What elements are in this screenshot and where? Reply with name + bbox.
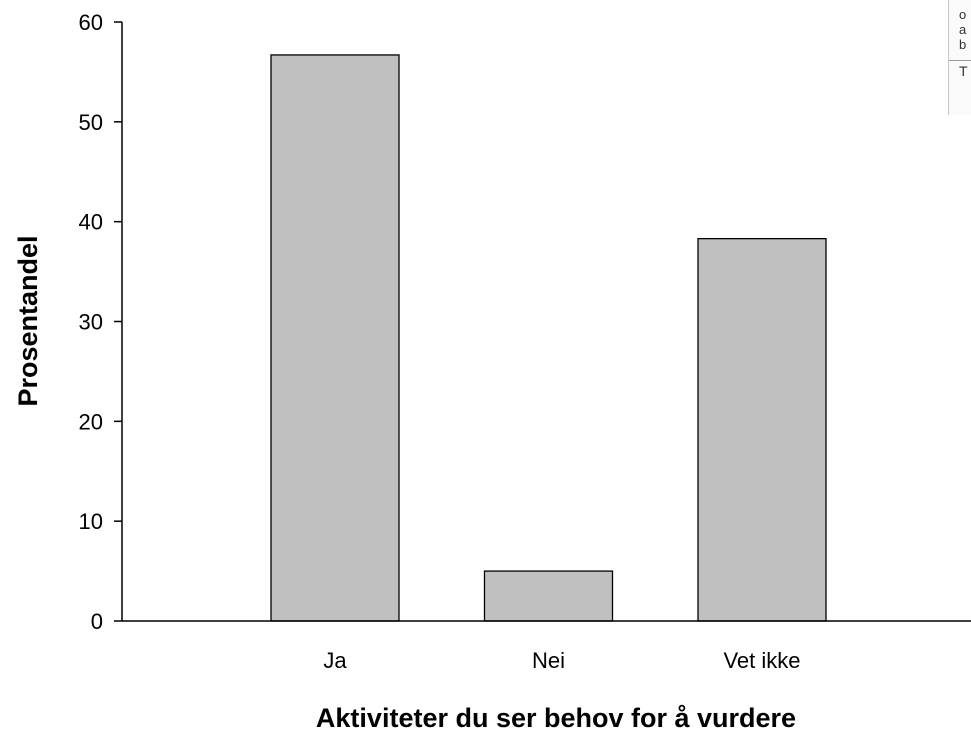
bar-ja xyxy=(270,54,400,622)
y-tick-label: 20 xyxy=(79,409,103,434)
x-tick-label: Vet ikke xyxy=(723,648,800,673)
y-ticks-group: 0 10 20 30 40 50 60 xyxy=(79,10,122,634)
bar-nei xyxy=(483,570,614,622)
y-tick-label: 60 xyxy=(79,10,103,35)
y-tick-label: 0 xyxy=(91,609,103,634)
side-panel-footer: T xyxy=(959,63,968,79)
bar-vet-ikke xyxy=(697,237,827,622)
side-panel-line: o xyxy=(959,7,967,22)
side-panel-divider xyxy=(949,60,971,61)
side-panel-line xyxy=(949,0,971,7)
y-tick-label: 50 xyxy=(79,110,103,135)
x-axis-title: Aktiviteter du ser behov for å vurdere xyxy=(316,703,796,729)
x-ticks-group: Ja Nei Vet ikke xyxy=(323,648,800,673)
y-axis-title: Prosentandel xyxy=(13,235,43,406)
x-tick-label: Ja xyxy=(323,648,347,673)
y-tick-label: 30 xyxy=(79,310,103,335)
y-tick-label: 40 xyxy=(79,210,103,235)
y-tick-label: 10 xyxy=(79,509,103,534)
side-panel-line: a xyxy=(959,22,967,37)
side-panel-line: b xyxy=(959,37,967,52)
x-tick-label: Nei xyxy=(532,648,565,673)
bars-group xyxy=(270,54,827,622)
